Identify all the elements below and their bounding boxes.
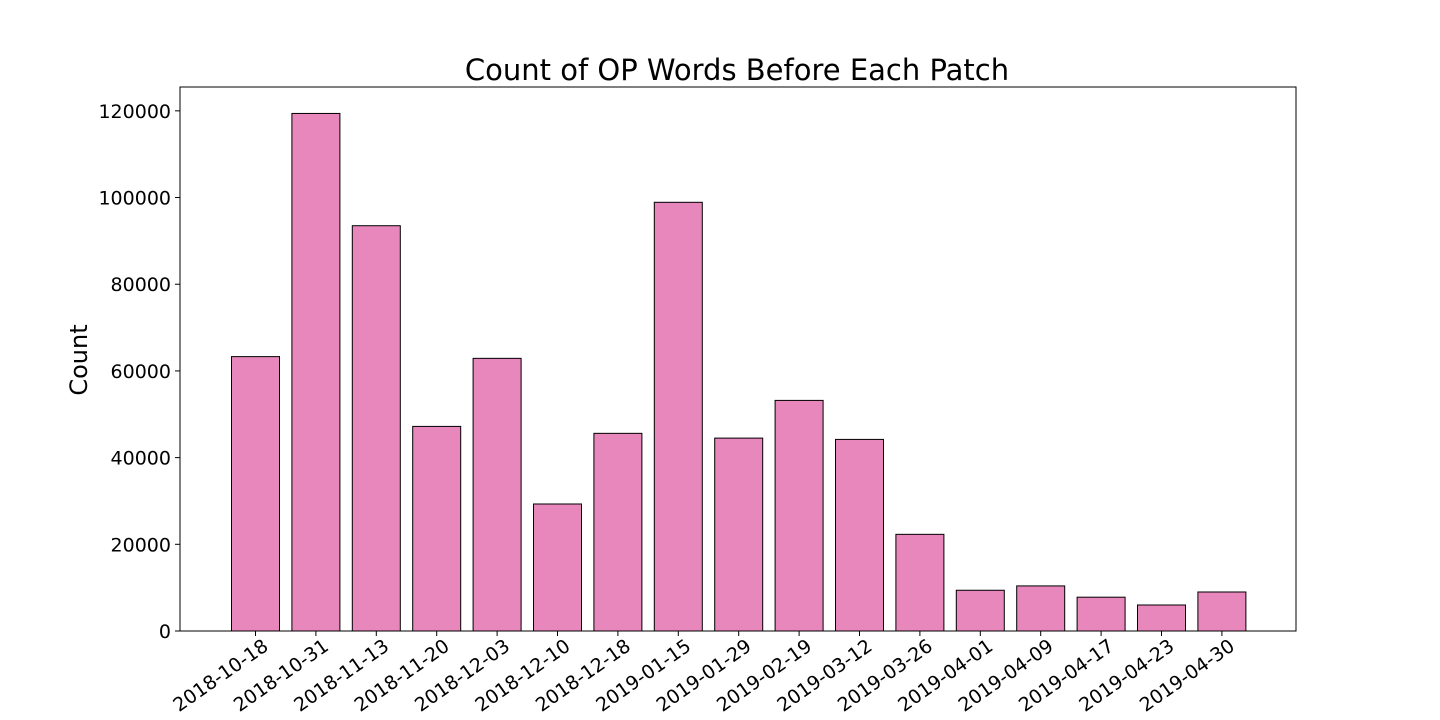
bar-2018-12-18 (593, 432, 643, 632)
bars-group (231, 112, 1247, 632)
bar-2019-04-17 (1076, 596, 1126, 632)
bar-2019-04-30 (1197, 591, 1247, 632)
y-tick-label: 100000 (98, 188, 171, 210)
y-tick-label: 80000 (111, 274, 171, 296)
bar-2018-11-13 (351, 225, 401, 632)
chart-title: Count of OP Words Before Each Patch (465, 53, 1009, 87)
bar-2019-03-12 (835, 438, 884, 632)
bar-2018-12-10 (533, 503, 582, 632)
bar-2019-01-15 (653, 201, 703, 632)
bar-2019-01-29 (714, 437, 764, 632)
bar-2019-02-19 (774, 399, 824, 632)
x-axis: 2018-10-182018-10-312018-11-132018-11-20… (169, 631, 1239, 716)
y-tick-label: 0 (159, 621, 171, 643)
bar-2018-10-31 (291, 112, 341, 632)
y-axis-label: Count (65, 324, 93, 395)
bar-2019-04-01 (955, 589, 1005, 632)
y-tick-label: 40000 (111, 448, 171, 470)
y-axis: 0 20000 40000 60000 80000 100000 120000 (98, 101, 180, 643)
y-tick-label: 60000 (111, 361, 171, 383)
bar-2018-10-18 (231, 356, 280, 632)
bar-2019-03-26 (895, 533, 945, 632)
bar-2019-04-23 (1137, 604, 1186, 632)
plot-area-frame (179, 86, 1297, 632)
y-tick-label: 120000 (98, 101, 171, 123)
bar-2019-04-09 (1016, 585, 1066, 632)
bar-2018-12-03 (472, 357, 522, 632)
y-tick-label: 20000 (111, 534, 171, 556)
bar-2018-11-20 (412, 425, 462, 632)
